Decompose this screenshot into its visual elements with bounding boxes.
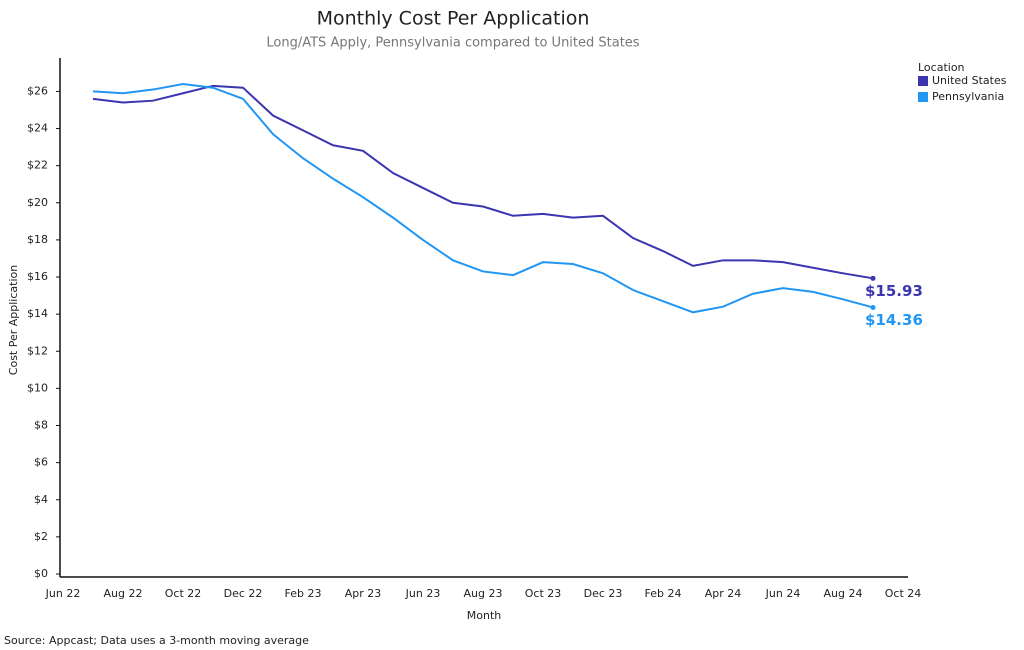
- y-tick-label: $16: [27, 270, 48, 283]
- series-line: [92, 82, 874, 314]
- legend-swatch: [918, 92, 928, 102]
- x-tick-label: Feb 23: [285, 587, 322, 600]
- x-tick-label: Aug 23: [464, 587, 503, 600]
- end-point: [870, 304, 876, 310]
- x-tick-label: Oct 23: [525, 587, 562, 600]
- x-tick-label: Aug 22: [104, 587, 143, 600]
- series-line: [92, 84, 874, 280]
- x-tick-label: Apr 24: [705, 587, 742, 600]
- x-tick-label: Jun 22: [45, 587, 81, 600]
- y-tick-label: $26: [27, 84, 48, 97]
- value-label: $15.93: [865, 282, 923, 300]
- y-tick-label: $6: [34, 456, 48, 469]
- y-tick-label: $2: [34, 530, 48, 543]
- y-tick-label: $24: [27, 122, 48, 135]
- x-tick-label: Jun 23: [405, 587, 441, 600]
- y-tick-label: $20: [27, 196, 48, 209]
- source-note: Source: Appcast; Data uses a 3-month mov…: [4, 634, 309, 647]
- x-tick-label: Aug 24: [824, 587, 863, 600]
- chart-title: Monthly Cost Per Application: [317, 8, 590, 30]
- x-tick-label: Jun 24: [765, 587, 801, 600]
- x-tick-label: Apr 23: [345, 587, 382, 600]
- y-tick-label: $8: [34, 419, 48, 432]
- y-axis-label: Cost Per Application: [7, 265, 20, 375]
- x-tick-label: Oct 22: [165, 587, 202, 600]
- y-tick-label: $18: [27, 233, 48, 246]
- y-tick-label: $4: [34, 493, 48, 506]
- legend-title: Location: [918, 61, 965, 74]
- x-tick-label: Feb 24: [645, 587, 682, 600]
- chart-subtitle: Long/ATS Apply, Pennsylvania compared to…: [266, 36, 639, 51]
- y-tick-label: $22: [27, 159, 48, 172]
- legend-label: Pennsylvania: [932, 90, 1004, 103]
- y-tick-label: $0: [34, 567, 48, 580]
- end-point: [870, 275, 876, 281]
- y-tick-label: $14: [27, 307, 48, 320]
- value-label: $14.36: [865, 311, 923, 329]
- x-tick-label: Dec 22: [224, 587, 263, 600]
- x-axis-label: Month: [467, 609, 502, 622]
- y-tick-label: $12: [27, 344, 48, 357]
- x-tick-label: Oct 24: [885, 587, 922, 600]
- legend-label: United States: [932, 74, 1007, 87]
- legend-swatch: [918, 76, 928, 86]
- x-tick-label: Dec 23: [584, 587, 623, 600]
- y-tick-label: $10: [27, 381, 48, 394]
